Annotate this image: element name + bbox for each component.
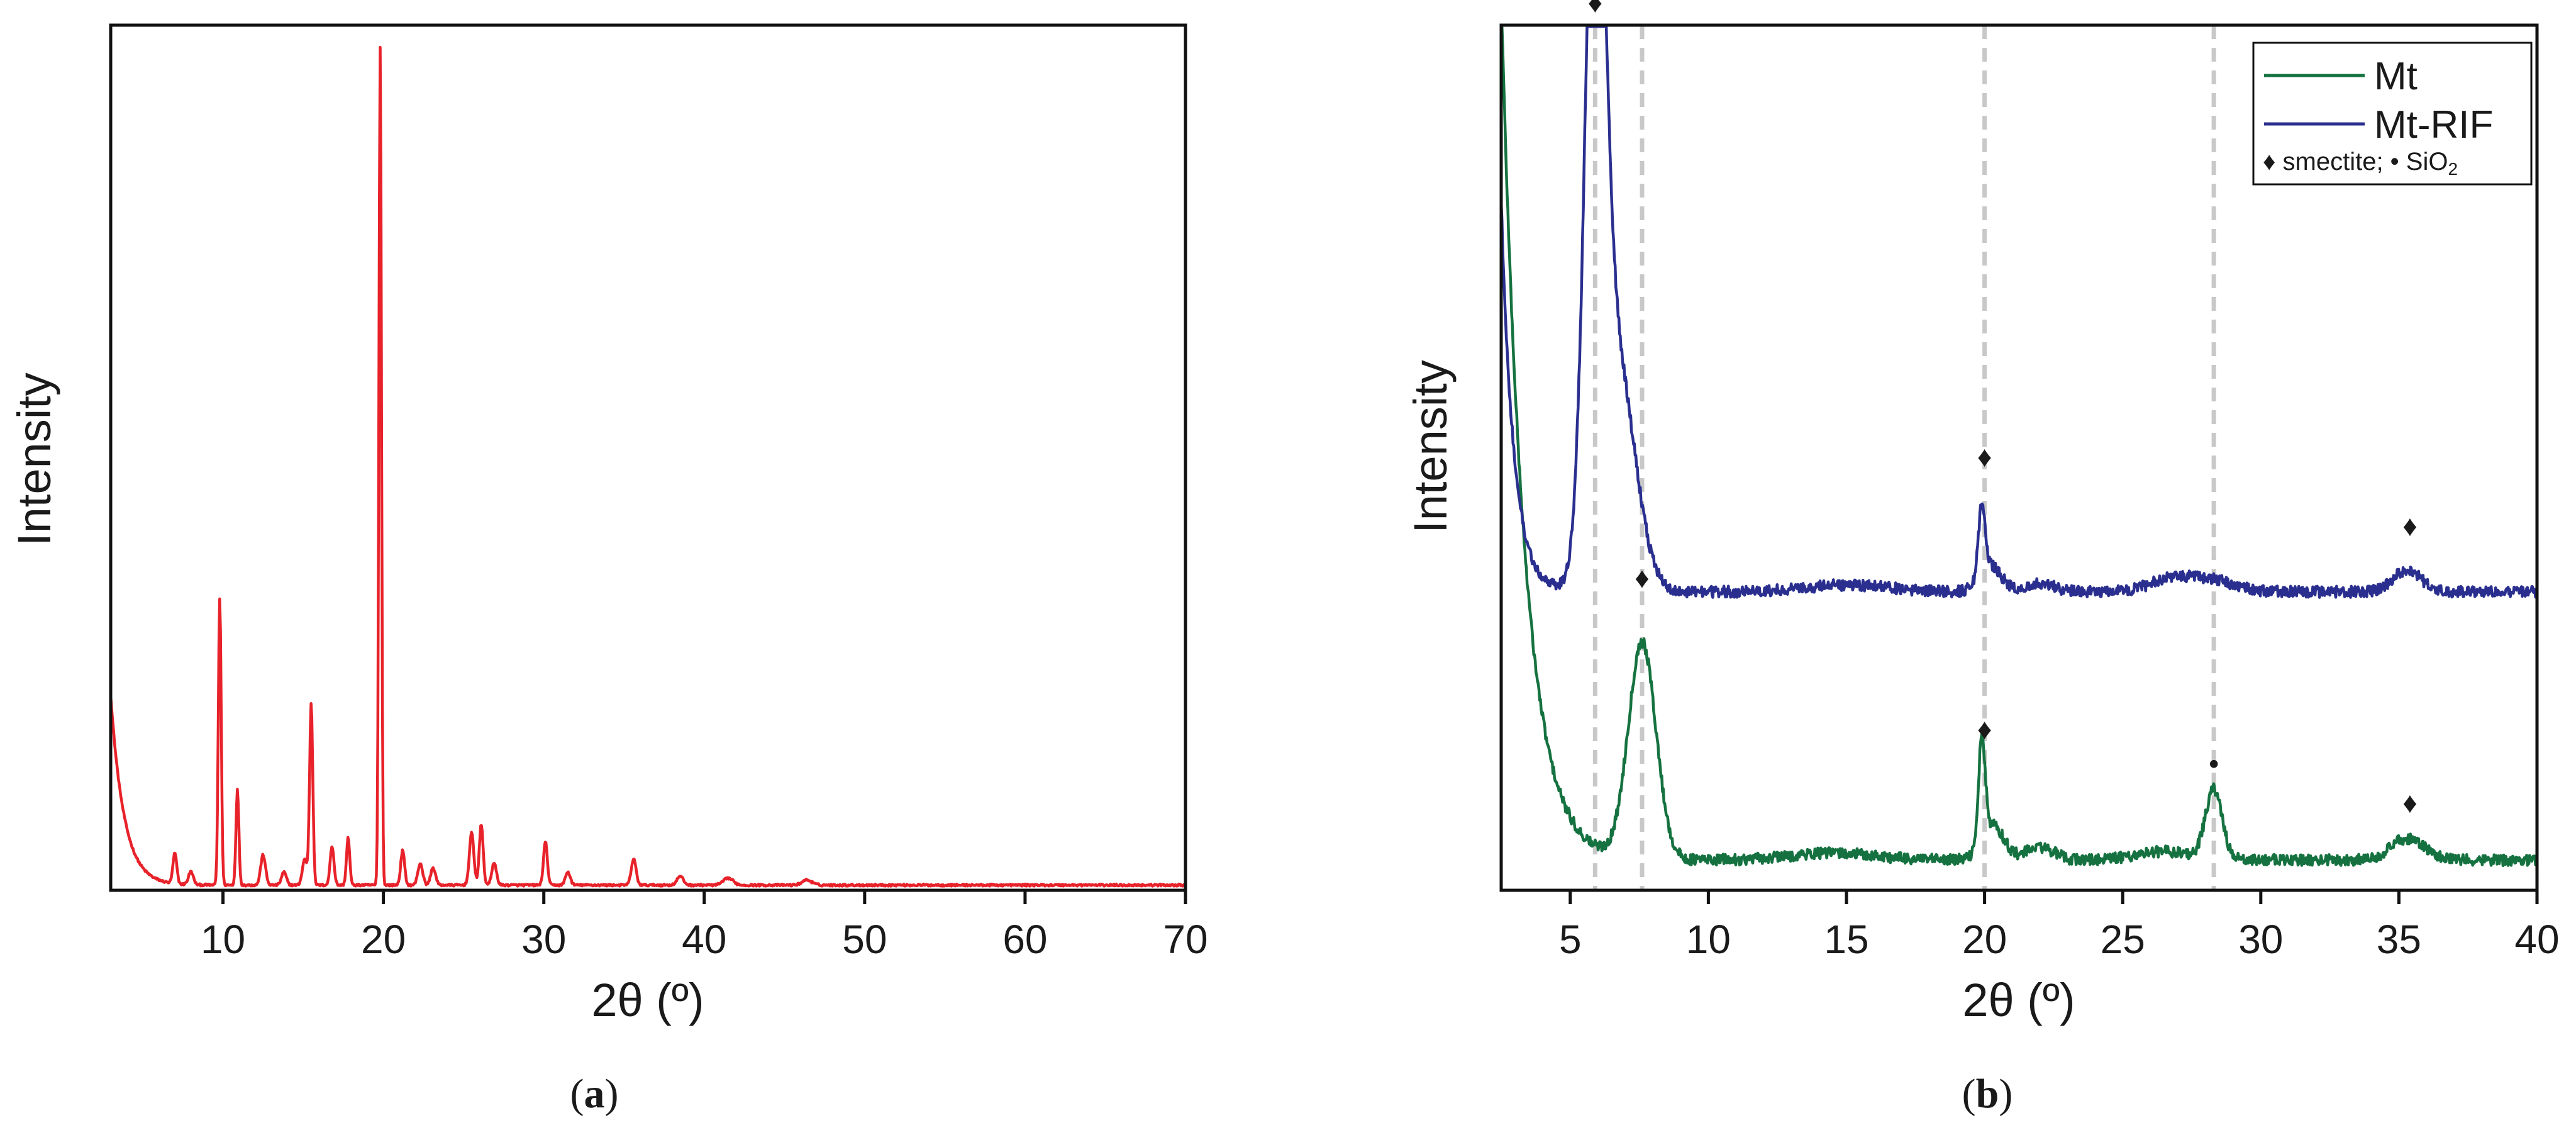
chart-a-xticks: 10 20 30 40 50 60 70: [201, 890, 1208, 962]
legend-label-mt-rif: Mt-RIF: [2374, 103, 2493, 147]
x-tick-label: 20: [1962, 917, 2007, 962]
legend-label-mt: Mt: [2374, 55, 2418, 98]
chart-a-frame: [109, 23, 1187, 892]
peak-marker: ♦: [1977, 440, 1992, 473]
series-line-mt-rif: [1499, 25, 2538, 599]
chart-b: ♦ ♦ ♦ ♦ ♦ ♦ • 5 10 15 20 25 30 35 40 Mt Mt-RIF ♦ smec…: [1404, 0, 2560, 1117]
legend-note-subscript: 2: [2448, 159, 2458, 179]
x-tick-label: 70: [1163, 917, 1208, 962]
x-tick-label: 5: [1559, 917, 1582, 962]
chart-a-panel-label-close: ): [605, 1071, 619, 1117]
series-line-mt: [1500, 25, 2538, 868]
chart-a-panel-label-open: (: [570, 1071, 584, 1117]
peak-marker: ♦: [1635, 561, 1649, 594]
x-tick-label: 40: [682, 917, 726, 962]
chart-b-panel-label: (b): [1962, 1071, 2013, 1117]
x-tick-label: 10: [1686, 917, 1731, 962]
x-tick-label: 40: [2514, 917, 2559, 962]
peak-marker: ♦: [1588, 0, 1602, 18]
x-tick-label: 50: [842, 917, 887, 962]
x-tick-label: 30: [521, 917, 566, 962]
legend-note: ♦ smectite; • SiO2: [2263, 148, 2458, 179]
x-tick-label: 30: [2238, 917, 2283, 962]
chart-b-panel-label-letter: b: [1976, 1071, 1999, 1117]
series-line-a: [109, 45, 1187, 888]
chart-b-reference-lines: [1592, 25, 2216, 890]
chart-a-panel-label: (a): [570, 1071, 619, 1117]
chart-a-ylabel: Intensity: [8, 372, 60, 546]
x-tick-label: 25: [2101, 917, 2145, 962]
x-tick-label: 10: [201, 917, 245, 962]
x-tick-label: 20: [361, 917, 406, 962]
chart-b-xlabel: 2θ (º): [1962, 974, 2075, 1026]
chart-b-ylabel: Intensity: [1404, 360, 1457, 534]
x-tick-label: 35: [2377, 917, 2421, 962]
legend-note-text: ♦ smectite; • SiO: [2263, 148, 2448, 176]
chart-a-series-layer: [109, 45, 1187, 888]
chart-b-panel-label-open: (: [1962, 1071, 1976, 1117]
chart-b-legend: Mt Mt-RIF ♦ smectite; • SiO2: [2252, 42, 2533, 186]
peak-marker: ♦: [2402, 786, 2417, 819]
peak-marker: •: [2209, 747, 2219, 780]
chart-a-panel-label-letter: a: [584, 1071, 605, 1117]
chart-a-xlabel: 2θ (º): [591, 974, 704, 1026]
chart-b-legend-box: [2252, 42, 2533, 186]
chart-b-series-layer: [1499, 25, 2538, 868]
peak-marker: ♦: [1977, 712, 1992, 745]
chart-b-frame: [1499, 23, 2539, 892]
chart-b-peak-markers: ♦ ♦ ♦ ♦ ♦ ♦ •: [1588, 0, 2418, 819]
peak-marker: ♦: [2402, 509, 2417, 542]
chart-a: 10 20 30 40 50 60 70 2θ (º) Intensity (a): [8, 23, 1208, 1117]
x-tick-label: 15: [1824, 917, 1868, 962]
chart-b-xticks: 5 10 15 20 25 30 35 40: [1559, 890, 2560, 962]
x-tick-label: 60: [1002, 917, 1047, 962]
chart-b-panel-label-close: ): [1999, 1071, 2012, 1117]
